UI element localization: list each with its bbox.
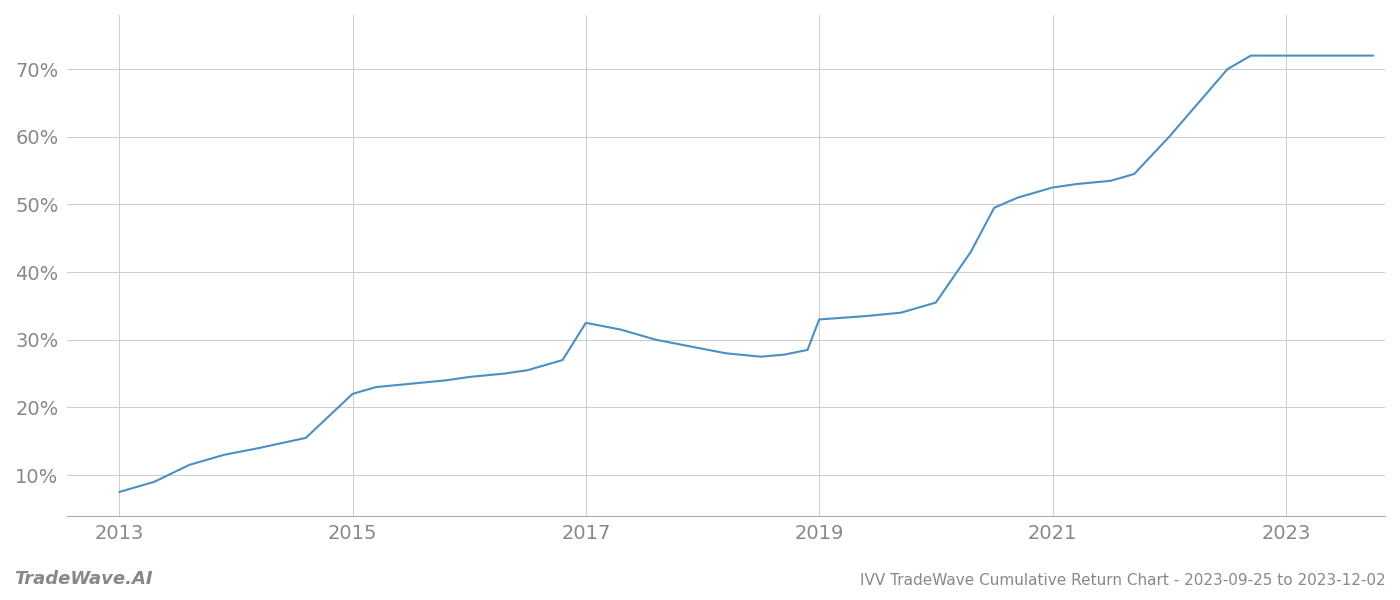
Text: TradeWave.AI: TradeWave.AI: [14, 570, 153, 588]
Text: IVV TradeWave Cumulative Return Chart - 2023-09-25 to 2023-12-02: IVV TradeWave Cumulative Return Chart - …: [861, 573, 1386, 588]
